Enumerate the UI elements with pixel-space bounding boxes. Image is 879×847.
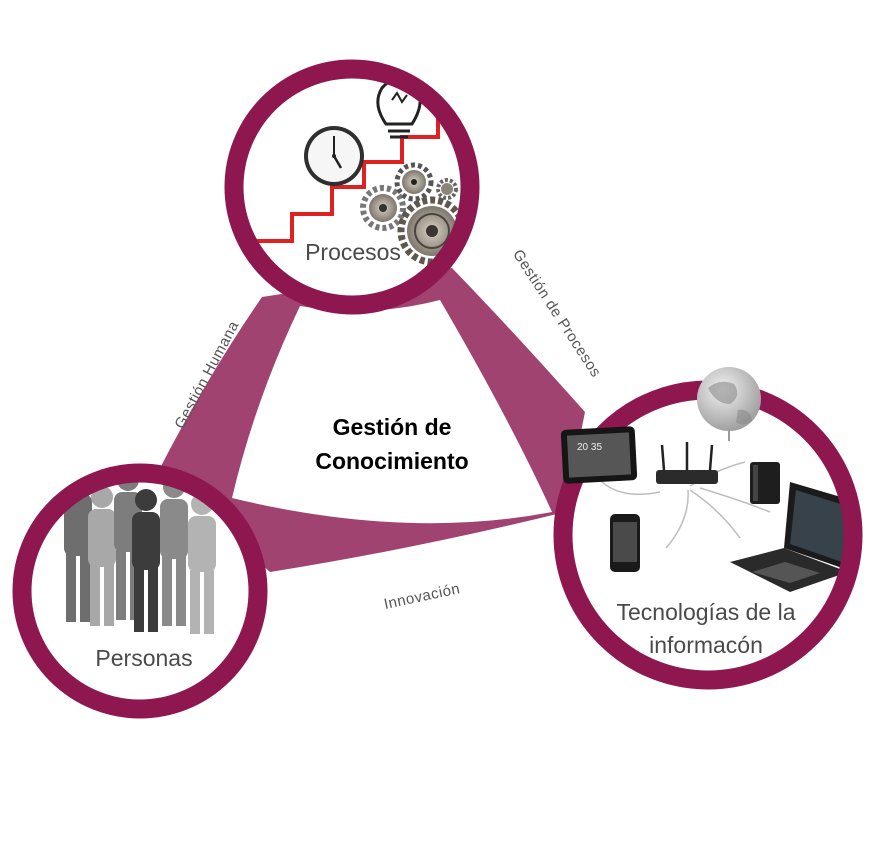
procesos-label: Procesos [305, 239, 401, 265]
hard-drive-icon [750, 462, 780, 504]
tecnologias-label-line2: informacón [649, 632, 763, 658]
personas-label: Personas [95, 645, 192, 671]
clock-icon [304, 126, 364, 186]
network-cables [599, 461, 771, 549]
innovacion-label: Innovación [382, 580, 461, 613]
tablet-icon: 20 35 [560, 426, 638, 484]
connecting-band [158, 268, 585, 572]
globe-icon [697, 367, 761, 441]
laptop-icon [730, 482, 853, 592]
tecnologias-node: 20 35 Tecnologías de la informacón [553, 367, 863, 690]
router-icon [656, 442, 718, 484]
procesos-node: Procesos [224, 59, 480, 315]
center-title-line1: Gestión de [333, 414, 452, 440]
personas-node: Personas [12, 463, 268, 719]
tecnologias-label-line1: Tecnologías de la [616, 599, 795, 625]
center-title-line2: Conocimiento [315, 448, 468, 474]
smartphone-icon [610, 514, 640, 572]
tablet-clock-text: 20 35 [577, 442, 602, 453]
